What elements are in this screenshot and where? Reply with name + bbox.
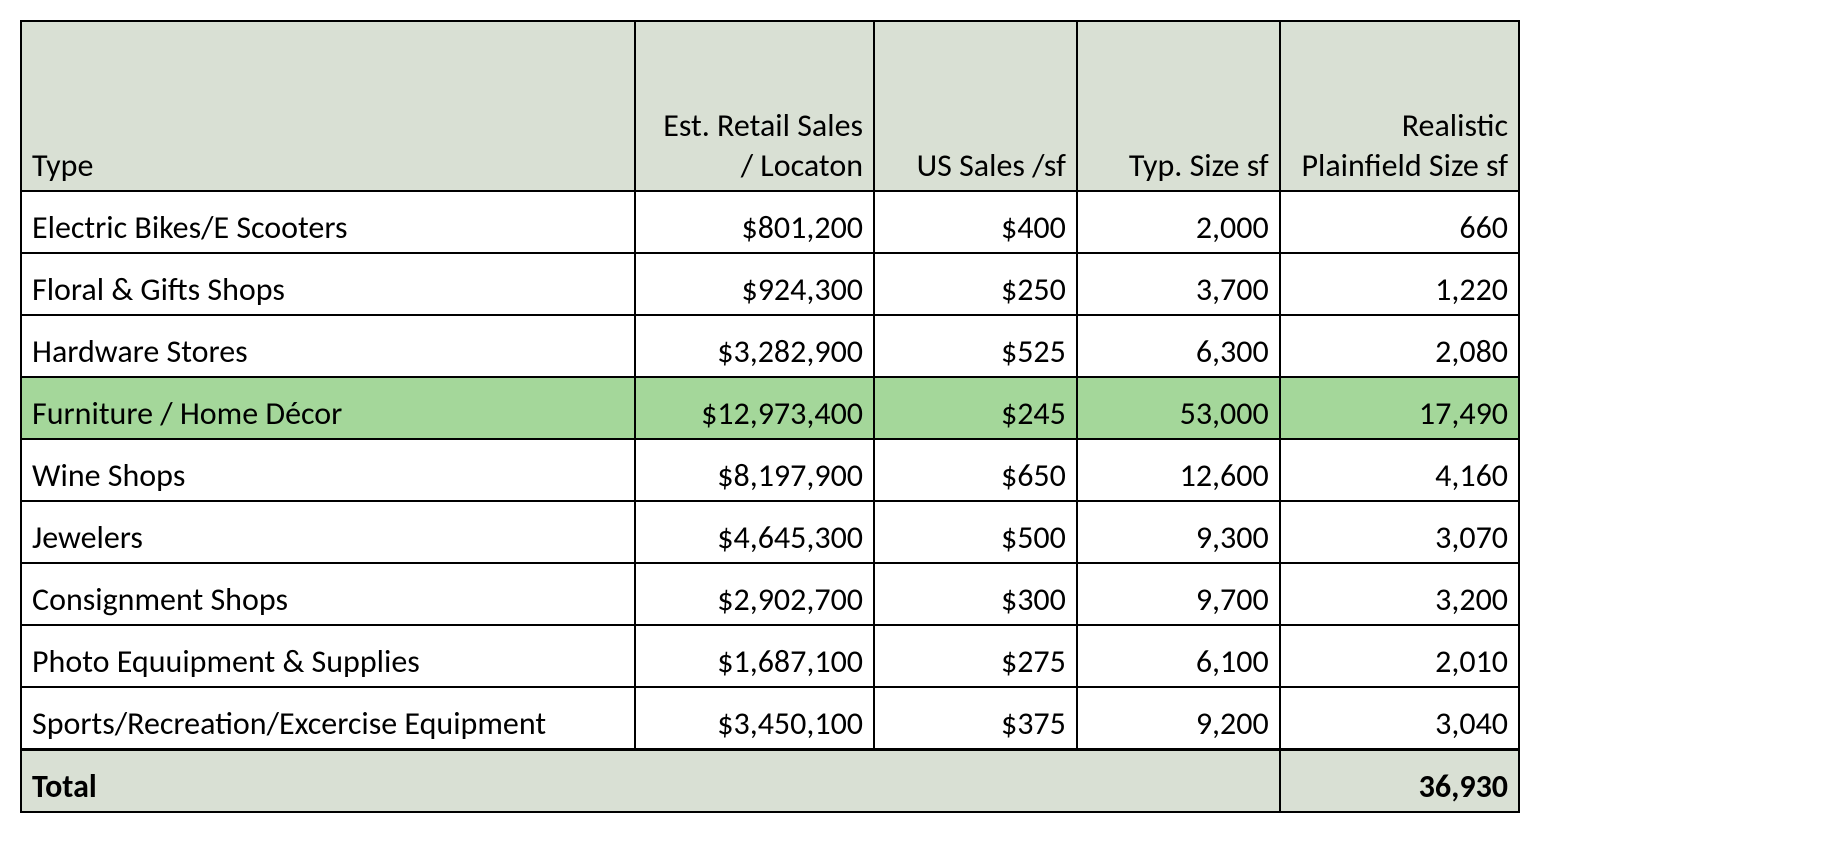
- cell-real-sf: 3,200: [1280, 563, 1519, 625]
- cell-real-sf: 3,070: [1280, 501, 1519, 563]
- cell-est: $801,200: [635, 191, 874, 253]
- cell-type: Floral & Gifts Shops: [21, 253, 635, 315]
- table-row: Hardware Stores$3,282,900$5256,3002,080: [21, 315, 1519, 377]
- cell-typ-sf: 9,200: [1077, 687, 1280, 750]
- cell-typ-sf: 12,600: [1077, 439, 1280, 501]
- table-row: Furniture / Home Décor$12,973,400$24553,…: [21, 377, 1519, 439]
- cell-us-sf: $250: [874, 253, 1077, 315]
- cell-us-sf: $375: [874, 687, 1077, 750]
- cell-us-sf: $500: [874, 501, 1077, 563]
- cell-real-sf: 3,040: [1280, 687, 1519, 750]
- table-row: Wine Shops$8,197,900$65012,6004,160: [21, 439, 1519, 501]
- cell-typ-sf: 53,000: [1077, 377, 1280, 439]
- col-header-typ-sf: Typ. Size sf: [1077, 21, 1280, 191]
- cell-est: $8,197,900: [635, 439, 874, 501]
- cell-est: $1,687,100: [635, 625, 874, 687]
- table-row: Sports/Recreation/Excercise Equipment$3,…: [21, 687, 1519, 750]
- table-body: Electric Bikes/E Scooters$801,200$4002,0…: [21, 191, 1519, 750]
- retail-table: Type Est. Retail Sales / Locaton US Sale…: [20, 20, 1520, 813]
- cell-typ-sf: 6,300: [1077, 315, 1280, 377]
- cell-est: $12,973,400: [635, 377, 874, 439]
- cell-typ-sf: 6,100: [1077, 625, 1280, 687]
- col-header-us-sf: US Sales /sf: [874, 21, 1077, 191]
- cell-real-sf: 660: [1280, 191, 1519, 253]
- cell-est: $2,902,700: [635, 563, 874, 625]
- cell-real-sf: 2,080: [1280, 315, 1519, 377]
- cell-real-sf: 2,010: [1280, 625, 1519, 687]
- cell-us-sf: $275: [874, 625, 1077, 687]
- cell-us-sf: $245: [874, 377, 1077, 439]
- table-row: Photo Equuipment & Supplies$1,687,100$27…: [21, 625, 1519, 687]
- table-row: Consignment Shops$2,902,700$3009,7003,20…: [21, 563, 1519, 625]
- col-header-type: Type: [21, 21, 635, 191]
- cell-est: $4,645,300: [635, 501, 874, 563]
- total-label: Total: [21, 750, 1280, 813]
- cell-type: Consignment Shops: [21, 563, 635, 625]
- table-header: Type Est. Retail Sales / Locaton US Sale…: [21, 21, 1519, 191]
- cell-typ-sf: 2,000: [1077, 191, 1280, 253]
- cell-type: Photo Equuipment & Supplies: [21, 625, 635, 687]
- cell-type: Sports/Recreation/Excercise Equipment: [21, 687, 635, 750]
- total-value: 36,930: [1280, 750, 1519, 813]
- col-header-real-sf: Realistic Plainfield Size sf: [1280, 21, 1519, 191]
- cell-type: Hardware Stores: [21, 315, 635, 377]
- cell-typ-sf: 9,300: [1077, 501, 1280, 563]
- cell-typ-sf: 9,700: [1077, 563, 1280, 625]
- cell-type: Electric Bikes/E Scooters: [21, 191, 635, 253]
- cell-us-sf: $525: [874, 315, 1077, 377]
- cell-type: Furniture / Home Décor: [21, 377, 635, 439]
- cell-real-sf: 1,220: [1280, 253, 1519, 315]
- cell-est: $924,300: [635, 253, 874, 315]
- cell-est: $3,450,100: [635, 687, 874, 750]
- cell-real-sf: 4,160: [1280, 439, 1519, 501]
- table-row: Electric Bikes/E Scooters$801,200$4002,0…: [21, 191, 1519, 253]
- cell-type: Jewelers: [21, 501, 635, 563]
- cell-real-sf: 17,490: [1280, 377, 1519, 439]
- cell-typ-sf: 3,700: [1077, 253, 1280, 315]
- cell-us-sf: $400: [874, 191, 1077, 253]
- total-row: Total 36,930: [21, 750, 1519, 813]
- cell-us-sf: $300: [874, 563, 1077, 625]
- table-row: Floral & Gifts Shops$924,300$2503,7001,2…: [21, 253, 1519, 315]
- table-row: Jewelers$4,645,300$5009,3003,070: [21, 501, 1519, 563]
- cell-est: $3,282,900: [635, 315, 874, 377]
- cell-us-sf: $650: [874, 439, 1077, 501]
- cell-type: Wine Shops: [21, 439, 635, 501]
- col-header-est: Est. Retail Sales / Locaton: [635, 21, 874, 191]
